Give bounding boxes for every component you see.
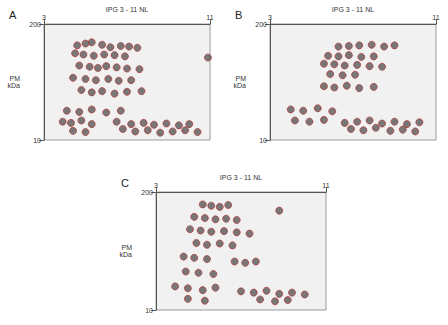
svg-text:11: 11 bbox=[206, 14, 213, 21]
svg-text:C: C bbox=[121, 177, 129, 189]
svg-text:PM: PM bbox=[122, 244, 133, 251]
svg-text:200: 200 bbox=[141, 189, 153, 196]
svg-text:B: B bbox=[235, 9, 242, 21]
svg-text:IPG 3 - 11 NL: IPG 3 - 11 NL bbox=[106, 6, 148, 13]
svg-text:A: A bbox=[9, 9, 17, 21]
svg-text:10: 10 bbox=[33, 137, 41, 144]
svg-text:11: 11 bbox=[322, 182, 329, 189]
svg-text:kDa: kDa bbox=[8, 82, 21, 89]
svg-text:200: 200 bbox=[255, 21, 267, 28]
svg-text:10: 10 bbox=[145, 307, 153, 314]
svg-text:PM: PM bbox=[10, 75, 21, 82]
svg-text:IPG 3 - 11 NL: IPG 3 - 11 NL bbox=[332, 6, 374, 13]
svg-text:3: 3 bbox=[154, 182, 158, 189]
svg-text:10: 10 bbox=[259, 137, 267, 144]
svg-text:3: 3 bbox=[42, 14, 46, 21]
svg-text:PM: PM bbox=[236, 75, 247, 82]
svg-text:200: 200 bbox=[29, 21, 41, 28]
svg-text:kDa: kDa bbox=[120, 251, 133, 258]
svg-text:kDa: kDa bbox=[234, 82, 247, 89]
svg-text:11: 11 bbox=[432, 14, 439, 21]
svg-text:3: 3 bbox=[268, 14, 272, 21]
svg-text:IPG 3 - 11 NL: IPG 3 - 11 NL bbox=[220, 174, 262, 181]
